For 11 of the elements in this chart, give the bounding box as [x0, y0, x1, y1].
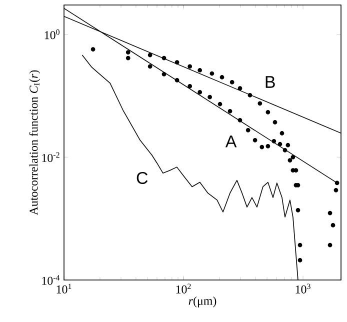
y-tick-label: 10$^{0}$: [44, 29, 60, 40]
x-tick-label: 10$^{2}$: [176, 284, 191, 294]
y-tick-label: 10$^{-2}$: [42, 152, 60, 162]
x-tick-label: 10$^{1}$: [56, 284, 72, 294]
annotation: B: [266, 76, 275, 88]
annotation: C: [136, 172, 148, 184]
annotation: A: [225, 136, 237, 148]
x-axis-title: r(μm): [188, 296, 216, 308]
y-axis-title: Autocorrelation function C$_{I}$(r): [29, 70, 40, 216]
y-tick-label: 10$^{-4}$: [42, 275, 60, 285]
x-tick-label: 10$^{3}$: [296, 284, 310, 294]
